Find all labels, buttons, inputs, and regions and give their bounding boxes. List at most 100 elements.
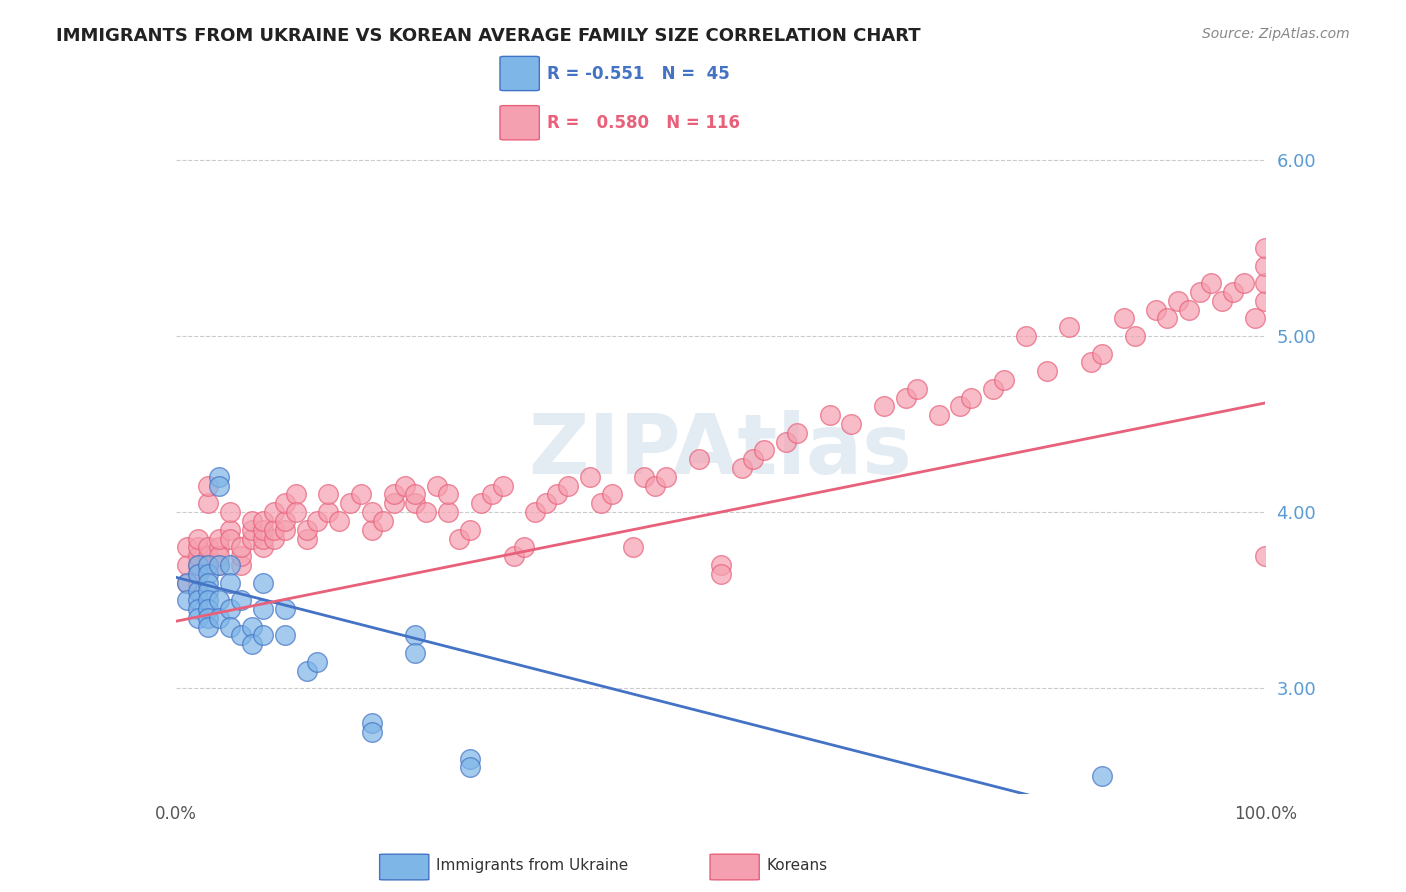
Point: [197, 566, 219, 581]
Point: [339, 496, 361, 510]
Text: Source: ZipAtlas.com: Source: ZipAtlas.com: [1202, 27, 1350, 41]
Point: [447, 532, 470, 546]
Point: [274, 514, 297, 528]
Point: [176, 575, 198, 590]
Point: [176, 575, 198, 590]
Point: [263, 523, 285, 537]
Point: [546, 487, 568, 501]
Point: [1199, 276, 1222, 290]
Point: [993, 373, 1015, 387]
Point: [318, 505, 340, 519]
Point: [208, 532, 231, 546]
Point: [231, 628, 253, 642]
Point: [710, 822, 733, 836]
Point: [775, 434, 797, 449]
Point: [470, 496, 492, 510]
Point: [633, 470, 655, 484]
Point: [274, 496, 297, 510]
Point: [197, 593, 219, 607]
Point: [754, 443, 776, 458]
Point: [1036, 364, 1059, 378]
Point: [208, 593, 231, 607]
Point: [1254, 276, 1277, 290]
Point: [240, 619, 263, 633]
Point: [502, 549, 524, 563]
Point: [240, 514, 263, 528]
Point: [405, 628, 427, 642]
Point: [655, 470, 678, 484]
Point: [186, 532, 209, 546]
Point: [176, 558, 198, 572]
Point: [513, 541, 536, 555]
Point: [360, 716, 382, 731]
Point: [231, 593, 253, 607]
FancyBboxPatch shape: [380, 855, 429, 880]
Point: [905, 382, 928, 396]
Point: [1254, 549, 1277, 563]
Point: [534, 496, 557, 510]
Point: [231, 549, 253, 563]
Text: Immigrants from Ukraine: Immigrants from Ukraine: [436, 858, 628, 872]
Point: [873, 400, 896, 414]
Point: [1144, 302, 1167, 317]
Point: [208, 611, 231, 625]
Point: [186, 611, 209, 625]
Point: [186, 541, 209, 555]
Point: [274, 628, 297, 642]
Point: [841, 417, 863, 431]
Point: [1167, 293, 1189, 308]
Point: [252, 514, 274, 528]
Point: [350, 487, 373, 501]
Point: [710, 814, 733, 828]
Point: [197, 611, 219, 625]
Point: [328, 514, 350, 528]
Point: [458, 523, 481, 537]
Point: [284, 487, 307, 501]
Point: [1222, 285, 1244, 299]
Point: [252, 541, 274, 555]
Point: [1254, 293, 1277, 308]
Point: [524, 505, 547, 519]
Point: [458, 760, 481, 774]
Point: [231, 558, 253, 572]
Point: [186, 558, 209, 572]
Point: [252, 628, 274, 642]
Point: [405, 496, 427, 510]
Point: [197, 575, 219, 590]
Point: [219, 523, 242, 537]
Text: ZIPAtlas: ZIPAtlas: [529, 410, 912, 491]
Point: [394, 478, 416, 492]
Point: [197, 541, 219, 555]
Point: [186, 558, 209, 572]
Point: [295, 532, 318, 546]
Point: [1254, 241, 1277, 255]
Point: [360, 725, 382, 739]
Point: [1211, 293, 1233, 308]
Point: [240, 637, 263, 651]
Point: [307, 655, 329, 669]
Point: [176, 593, 198, 607]
Point: [981, 382, 1004, 396]
Point: [219, 505, 242, 519]
Point: [405, 646, 427, 660]
Point: [415, 505, 437, 519]
Point: [186, 566, 209, 581]
Point: [274, 523, 297, 537]
Point: [1057, 320, 1080, 334]
Point: [295, 523, 318, 537]
Point: [742, 452, 765, 467]
Point: [318, 487, 340, 501]
Point: [252, 523, 274, 537]
Point: [274, 602, 297, 616]
Point: [240, 523, 263, 537]
Point: [208, 478, 231, 492]
Point: [458, 752, 481, 766]
Point: [579, 470, 602, 484]
Point: [960, 391, 983, 405]
Point: [1156, 311, 1178, 326]
Point: [252, 575, 274, 590]
Point: [295, 664, 318, 678]
Point: [1091, 769, 1114, 783]
Point: [437, 505, 460, 519]
Point: [186, 593, 209, 607]
